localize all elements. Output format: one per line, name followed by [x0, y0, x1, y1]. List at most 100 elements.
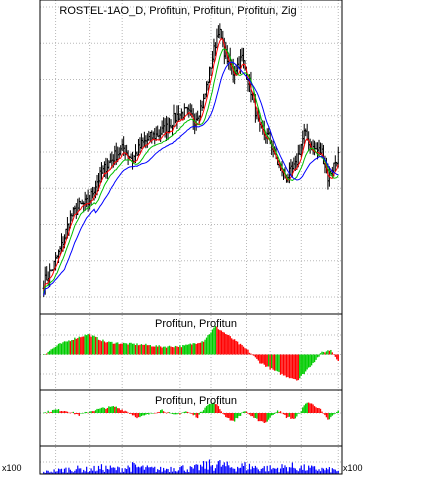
- oscillator-2-bar: [62, 411, 64, 413]
- volume-bar: [106, 468, 108, 474]
- oscillator-2-bar: [102, 407, 104, 413]
- oscillator-2-bar: [164, 412, 166, 413]
- volume-bar: [333, 469, 335, 474]
- oscillator-2-bar: [202, 410, 205, 413]
- oscillator-2-bar: [296, 413, 298, 417]
- oscillator-1-bar: [164, 346, 166, 355]
- oscillator-1-bar: [167, 346, 169, 355]
- oscillator-1-bar: [159, 346, 162, 355]
- oscillator-2-bar: [152, 413, 154, 414]
- oscillator-1-bar: [284, 354, 286, 376]
- oscillator-1-bar: [183, 345, 186, 355]
- oscillator-1-bar: [157, 346, 159, 355]
- oscillator-1-bar: [262, 354, 264, 364]
- oscillator-2-bar: [173, 413, 175, 415]
- oscillator-2-bar: [307, 402, 310, 413]
- volume-bar: [328, 467, 330, 474]
- volume-bar: [49, 472, 51, 474]
- oscillator-2-bar: [268, 413, 270, 420]
- oscillator-2-bar: [142, 413, 144, 416]
- oscillator-2-bar: [282, 413, 285, 415]
- volume-bar: [207, 469, 209, 474]
- oscillator-1-bar: [312, 354, 314, 364]
- volume-bar: [194, 465, 196, 474]
- volume-bar: [290, 467, 292, 474]
- volume-bar: [158, 470, 160, 474]
- oscillator-2-bar: [211, 403, 214, 413]
- volume-bar: [309, 467, 311, 474]
- oscillator-2-bar: [85, 412, 88, 413]
- oscillator-1-bar: [247, 349, 249, 355]
- volume-bar: [266, 465, 268, 474]
- volume-bar: [265, 471, 267, 474]
- oscillator-2-bar: [238, 413, 240, 416]
- oscillator-1-bar: [233, 339, 236, 355]
- frame-layer: [39, 0, 343, 475]
- oscillator-2-bar: [81, 413, 83, 414]
- volume-bar: [77, 465, 79, 474]
- oscillator-2-bar: [233, 413, 236, 422]
- oscillator-1-bar: [300, 354, 302, 376]
- oscillator-1-bar: [97, 339, 100, 355]
- oscillator-2-bar: [44, 412, 46, 413]
- volume-bar: [260, 468, 262, 474]
- oscillator-1-bar: [205, 337, 208, 355]
- oscillator-1-bar: [265, 354, 267, 367]
- oscillator-2-bar: [99, 408, 101, 413]
- volume-bar: [108, 469, 110, 474]
- volume-bar: [288, 467, 291, 474]
- oscillator-1-bar: [199, 342, 202, 355]
- oscillator-1-bar: [242, 346, 245, 355]
- volume-bar: [87, 472, 89, 474]
- oscillator-1-bar: [87, 333, 89, 355]
- volume-bar: [103, 471, 106, 474]
- oscillator-2-bar: [155, 412, 157, 414]
- volume-bar: [74, 470, 76, 474]
- oscillator-1-bar: [336, 354, 338, 360]
- oscillator-2-bar: [65, 411, 67, 413]
- volume-bar: [139, 467, 141, 474]
- volume-bar: [312, 466, 314, 474]
- oscillator-1-bar: [108, 341, 110, 355]
- volume-bar: [93, 465, 95, 474]
- volume-bar: [65, 467, 67, 474]
- volume-bar: [300, 465, 302, 474]
- volume-bar: [235, 471, 237, 474]
- oscillator-1-bar: [139, 344, 141, 355]
- oscillator-1-bar: [51, 348, 54, 355]
- volume-bar: [337, 470, 339, 474]
- oscillator-1-bar: [273, 354, 276, 371]
- volume-bar: [71, 471, 73, 474]
- oscillator-2-bar: [222, 413, 224, 414]
- oscillator-1-bar: [121, 343, 123, 355]
- oscillator-2-bar: [87, 412, 89, 414]
- volume-bar: [327, 469, 329, 474]
- oscillator-2-bar: [205, 406, 208, 413]
- oscillator-2-bar: [117, 408, 119, 413]
- oscillator-2-bar: [247, 413, 249, 414]
- oscillator-2-bar: [167, 412, 169, 413]
- oscillator-2-bar: [207, 404, 209, 413]
- oscillator-2-bar: [157, 412, 159, 413]
- volume-bar: [211, 465, 214, 474]
- volume-bar: [263, 466, 265, 474]
- oscillator-1-bar: [226, 334, 228, 355]
- oscillator-1-bar: [225, 334, 227, 355]
- oscillator-2-bar: [115, 406, 117, 413]
- oscillator-1-bar: [208, 334, 211, 355]
- volume-bar: [316, 470, 319, 474]
- oscillator-1-bar: [81, 336, 83, 355]
- oscillator-2-bar: [270, 413, 273, 416]
- volume-bar: [171, 471, 174, 474]
- oscillator-1-bar: [250, 353, 252, 355]
- oscillator-2-bar: [192, 413, 194, 416]
- volume-bar: [272, 467, 274, 474]
- volume-bar: [259, 471, 261, 474]
- oscillator-1-bar: [124, 343, 126, 355]
- oscillator-2-bar: [177, 413, 180, 414]
- volume-bar: [145, 467, 147, 474]
- oscillator-2-bar: [281, 412, 283, 414]
- oscillator-1-bar: [171, 347, 174, 355]
- oscillator-2-bar: [105, 408, 107, 413]
